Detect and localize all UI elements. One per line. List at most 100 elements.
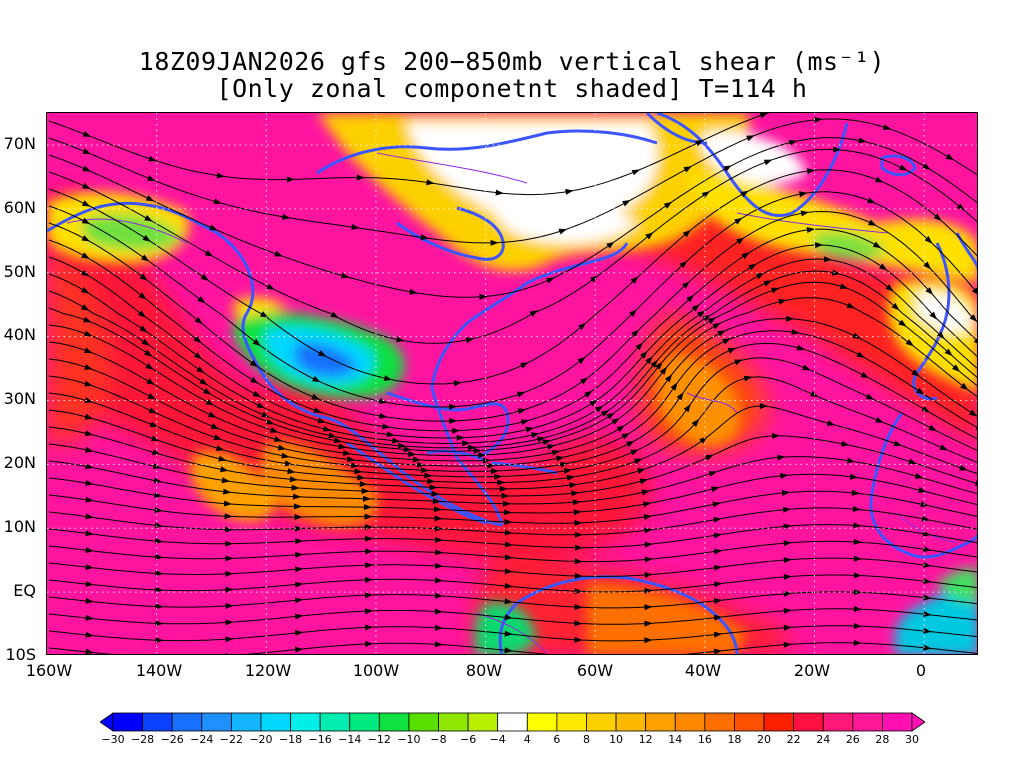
colorbar-swatch [438,712,469,732]
streamline-arrowhead [155,637,164,644]
streamline-arrowhead [351,224,360,230]
streamline-arrowhead [781,490,790,496]
streamline-arrowhead [621,433,630,440]
streamline-arrowhead [294,503,302,510]
streamline-arrowhead [81,287,90,294]
streamline-arrowhead [197,296,206,304]
streamline-arrowhead [517,408,527,415]
streamline-arrowhead [529,310,538,317]
streamline-arrowhead [644,654,652,655]
colorbar-tick-label: −10 [397,733,421,746]
streamline-arrowhead [213,434,222,440]
streamline-arrowhead [196,366,205,374]
streamline-arrowhead [875,416,884,423]
streamline-arrowhead [281,213,291,220]
streamline-arrowhead [606,241,615,249]
streamline-arrowhead [851,489,860,496]
streamline-arrowhead [256,402,265,409]
streamline-arrowhead [250,376,259,384]
streamline-arrowhead [273,436,283,442]
streamline-arrowhead [85,614,94,621]
streamline-arrowhead [452,427,461,434]
streamline-arrowhead [743,375,753,382]
coastline-caribbean-islands [426,449,558,475]
streamline-arrowhead [755,272,765,280]
streamline-arrowhead [287,468,296,475]
streamline-arrowhead [84,380,93,387]
streamline-arrowhead [759,113,768,119]
streamline-arrowhead [679,260,688,269]
streamline-arrowhead [225,603,234,609]
streamline-arrowhead [806,227,815,233]
streamline-arrowhead [222,488,232,495]
colorbar-tick-label: −14 [338,733,362,746]
lon-label-160w: 160W [25,661,73,680]
colorbar-swatch [645,712,676,732]
streamline-arrowhead [763,280,772,287]
streamline-arrowhead [156,654,164,655]
streamline-arrowhead [497,479,506,486]
streamline-arrowhead [928,424,937,431]
streamline-arrowhead [295,613,304,620]
streamline-arrowhead [945,153,955,161]
streamline-arrowhead [83,330,93,337]
streamline-arrowhead [213,198,222,205]
streamline-arrowhead [574,636,583,643]
streamline-arrowhead [261,411,270,418]
colorbar-tick-label: −24 [190,733,214,746]
streamline-arrowhead [266,418,275,425]
streamline-arrowhead [960,382,969,391]
lon-label-40w: 40W [684,661,722,680]
streamline-arrowhead [155,554,164,560]
streamline-arrowhead [84,397,93,403]
streamline-arrowhead [434,624,443,631]
streamline-arrowhead [853,623,862,629]
streamline-arrowhead [905,339,914,347]
streamline-arrowhead [711,486,720,493]
streamline-arrowhead [650,359,658,368]
streamline-arrowhead [434,608,443,615]
streamline-arrowhead [717,330,726,337]
colorbar-swatch [230,712,262,732]
streamline-arrowhead [908,458,917,465]
streamline-arrowhead [572,499,581,506]
streamline-arrowhead [412,456,421,463]
streamline-arrowhead [933,213,942,221]
streamline-arrowhead [333,437,343,444]
streamline-arrowhead [936,331,945,340]
streamline-arrowhead [504,647,513,654]
streamline-arrowhead [574,520,583,526]
colorbar-tick-label: −18 [278,733,303,746]
streamline-arrowhead [502,500,511,507]
streamline-arrowhead [590,275,599,283]
streamline-arrowhead [209,224,218,231]
shading-orange-zone [260,441,379,527]
streamline-arrowhead [504,582,513,589]
streamline-arrowhead [449,403,458,410]
streamline-arrowhead [434,592,444,599]
streamline-arrowhead [155,620,164,627]
streamline-arrowhead [566,474,575,481]
streamline-arrowhead [558,228,568,235]
streamline-arrowhead [365,592,374,599]
streamline-arrowhead [893,440,903,447]
streamline-arrowhead [312,375,321,383]
streamline-arrowhead [139,273,148,281]
streamline-arrowhead [664,374,673,383]
colorbar-tick-label: −8 [430,733,447,746]
streamline-arrowhead [814,116,823,123]
streamline-arrowhead [330,311,339,318]
streamline-arrowhead [578,322,587,331]
streamline-arrowhead [141,338,150,346]
streamline-arrowhead [274,250,283,257]
streamline-arrowhead [923,562,932,568]
streamline-arrowhead [431,490,440,497]
streamline-arrowhead [82,148,91,155]
streamline-arrowhead [865,393,875,400]
streamline-arrowhead [397,442,407,449]
streamline-arrowhead [536,436,546,443]
streamline-arrowhead [225,586,234,593]
streamline-arrowhead [194,352,203,360]
streamline-arrowhead [713,631,723,638]
lon-label-120w: 120W [244,661,292,680]
